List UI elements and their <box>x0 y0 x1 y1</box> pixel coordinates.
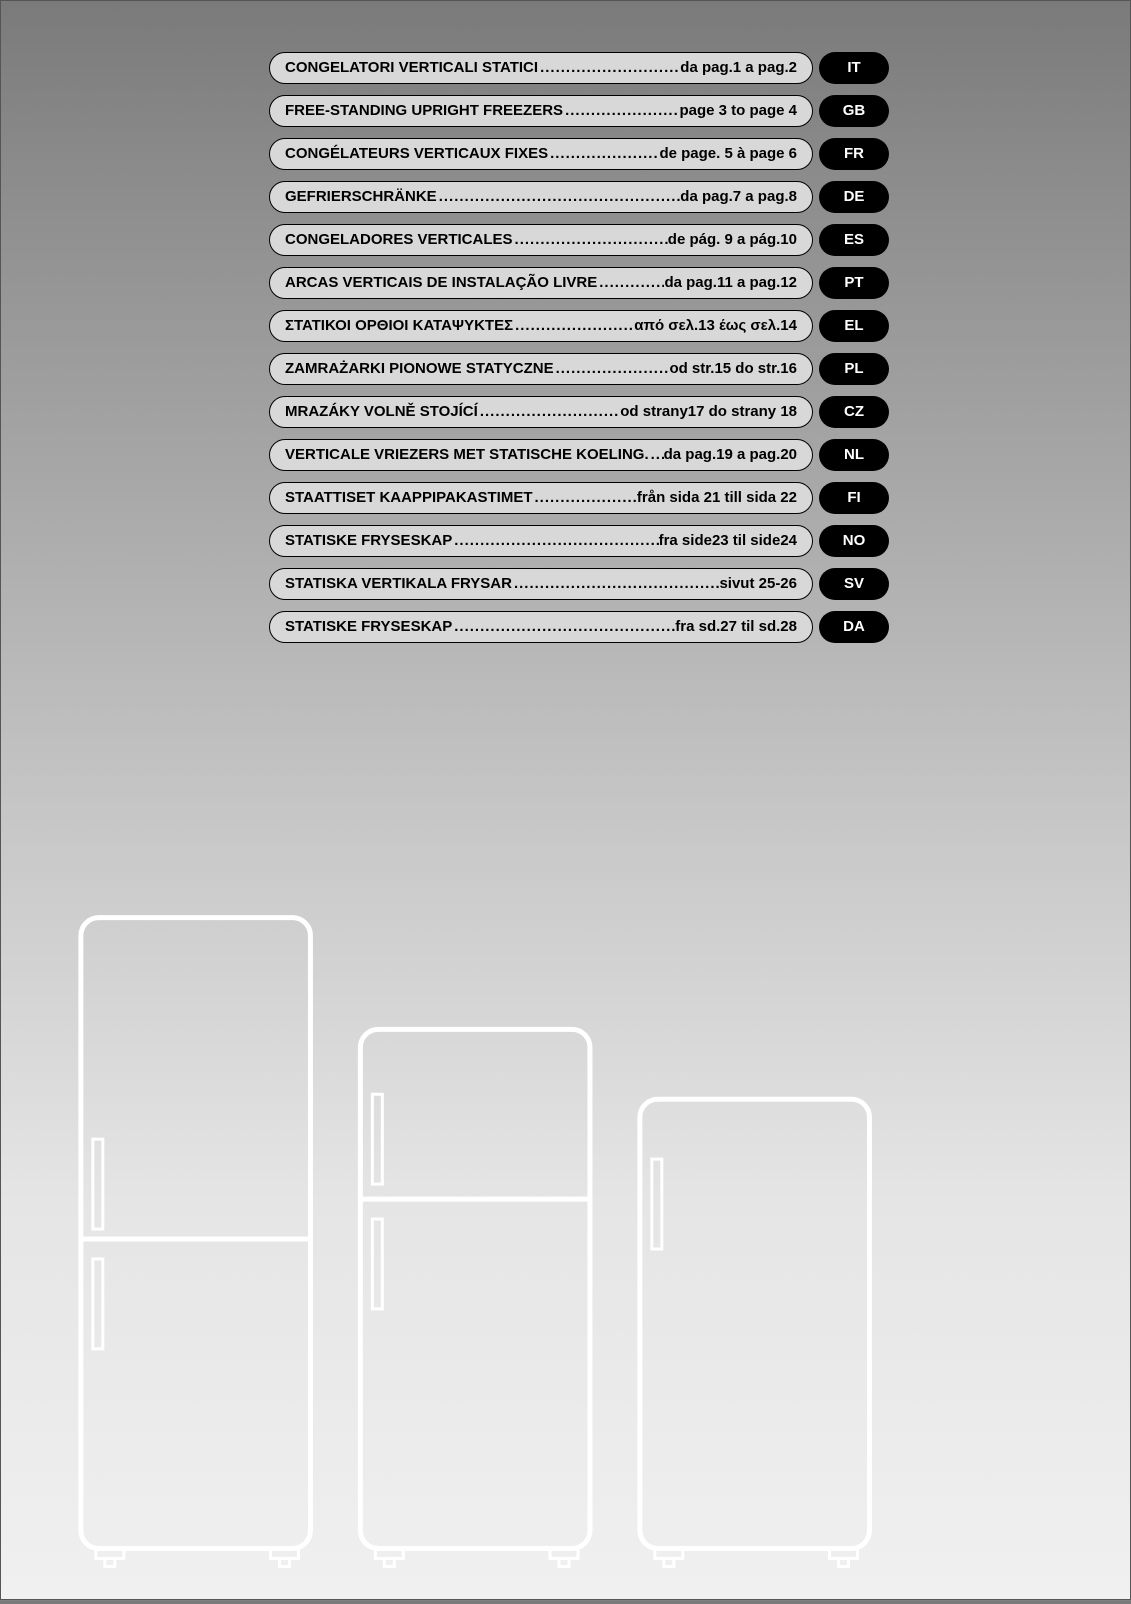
toc-entry-pages: da pag.7 a pag.8 <box>680 188 797 205</box>
toc-entry-pages: de page. 5 à page 6 <box>659 145 797 162</box>
toc-dots: ........................................… <box>538 59 680 76</box>
toc-entry-title: ZAMRAŻARKI PIONOWE STATYCZNE <box>285 360 554 377</box>
toc-entry-title: GEFRIERSCHRÄNKE <box>285 188 437 205</box>
toc-dots: ........................................… <box>554 360 670 377</box>
toc-row: STATISKA VERTIKALA FRYSAR...............… <box>269 567 889 600</box>
toc-entry-title: STATISKA VERTIKALA FRYSAR <box>285 575 512 592</box>
toc-row: STAATTISET KAAPPIPAKASTIMET.............… <box>269 481 889 514</box>
toc-row: STATISKE FRYSESKAP......................… <box>269 524 889 557</box>
toc-entry-pill: STATISKA VERTIKALA FRYSAR...............… <box>269 568 813 600</box>
toc-entry-pill: STATISKE FRYSESKAP......................… <box>269 611 813 643</box>
language-badge: PL <box>819 353 889 385</box>
toc-entry-pill: ZAMRAŻARKI PIONOWE STATYCZNE............… <box>269 353 813 385</box>
toc-entry-title: ΣΤΑΤΙΚΟΙ ΟΡΘΙΟΙ ΚΑΤΑΨΥΚΤΕΣ <box>285 317 513 334</box>
toc-entry-pill: CONGÉLATEURS VERTICAUX FIXES............… <box>269 138 813 170</box>
tall-fridge-freezer <box>81 918 311 1567</box>
language-badge: NO <box>819 525 889 557</box>
toc-row: MRAZÁKY VOLNĚ STOJÍCÍ...................… <box>269 395 889 428</box>
toc-entry-pages: od strany17 do strany 18 <box>620 403 797 420</box>
language-badge: EL <box>819 310 889 342</box>
toc-entry-pages: da pag.1 a pag.2 <box>680 59 797 76</box>
toc-entry-pages: page 3 to page 4 <box>679 102 797 119</box>
toc-entry-pages: από σελ.13 έως σελ.14 <box>634 317 797 334</box>
toc-entry-pill: FREE-STANDING UPRIGHT FREEZERS..........… <box>269 95 813 127</box>
toc-row: CONGELADORES VERTICALES.................… <box>269 223 889 256</box>
toc-dots: ........................................… <box>513 317 634 334</box>
toc-entry-pill: VERTICALE VRIEZERS MET STATISCHE KOELING… <box>269 439 813 471</box>
toc-entry-title: STAATTISET KAAPPIPAKASTIMET <box>285 489 533 506</box>
toc-entry-title: MRAZÁKY VOLNĚ STOJÍCÍ <box>285 403 478 420</box>
toc-dots: ........................................… <box>437 188 681 205</box>
language-badge: GB <box>819 95 889 127</box>
toc-entry-pill: MRAZÁKY VOLNĚ STOJÍCÍ...................… <box>269 396 813 428</box>
language-badge: DA <box>819 611 889 643</box>
toc-row: CONGÉLATEURS VERTICAUX FIXES............… <box>269 137 889 170</box>
toc-entry-title: CONGELADORES VERTICALES <box>285 231 513 248</box>
single-door-freezer <box>640 1099 870 1566</box>
language-badge: FI <box>819 482 889 514</box>
toc-row: GEFRIERSCHRÄNKE.........................… <box>269 180 889 213</box>
toc-entry-pages: da pag.19 a pag.20 <box>664 446 797 463</box>
toc-row: ARCAS VERTICAIS DE INSTALAÇÃO LIVRE.....… <box>269 266 889 299</box>
toc-entry-pages: de pág. 9 a pág.10 <box>668 231 797 248</box>
toc-dots: ........................................… <box>452 618 675 635</box>
toc-entry-title: ARCAS VERTICAIS DE INSTALAÇÃO LIVRE <box>285 274 597 291</box>
toc-entry-pages: fra side23 til side24 <box>659 532 797 549</box>
toc-dots: ........................................… <box>478 403 620 420</box>
language-badge: IT <box>819 52 889 84</box>
language-badge: CZ <box>819 396 889 428</box>
language-badge: DE <box>819 181 889 213</box>
toc-dots: ........................................… <box>513 231 668 248</box>
language-badge: NL <box>819 439 889 471</box>
toc-entry-title: CONGELATORI VERTICALI STATICI <box>285 59 538 76</box>
toc-row: ZAMRAŻARKI PIONOWE STATYCZNE............… <box>269 352 889 385</box>
toc-dots: ........................................… <box>597 274 664 291</box>
toc-dots: ........................................… <box>548 145 659 162</box>
language-badge: ES <box>819 224 889 256</box>
toc-entry-pill: GEFRIERSCHRÄNKE.........................… <box>269 181 813 213</box>
freezer-illustrations <box>1 899 1130 1599</box>
toc-entry-pages: sivut 25-26 <box>719 575 797 592</box>
table-of-contents: CONGELATORI VERTICALI STATICI...........… <box>269 51 889 653</box>
toc-dots: ........................................… <box>512 575 720 592</box>
toc-entry-title: VERTICALE VRIEZERS MET STATISCHE KOELING… <box>285 446 649 463</box>
toc-row: CONGELATORI VERTICALI STATICI...........… <box>269 51 889 84</box>
toc-entry-pill: CONGELADORES VERTICALES.................… <box>269 224 813 256</box>
toc-dots: ........................................… <box>533 489 637 506</box>
top-freezer-fridge <box>360 1029 590 1566</box>
toc-row: ΣΤΑΤΙΚΟΙ ΟΡΘΙΟΙ ΚΑΤΑΨΥΚΤΕΣ..............… <box>269 309 889 342</box>
toc-row: STATISKE FRYSESKAP......................… <box>269 610 889 643</box>
toc-entry-title: STATISKE FRYSESKAP <box>285 618 452 635</box>
toc-entry-pages: od str.15 do str.16 <box>669 360 797 377</box>
toc-entry-pill: CONGELATORI VERTICALI STATICI...........… <box>269 52 813 84</box>
toc-entry-pill: STATISKE FRYSESKAP......................… <box>269 525 813 557</box>
toc-entry-title: FREE-STANDING UPRIGHT FREEZERS <box>285 102 563 119</box>
toc-entry-pill: ARCAS VERTICAIS DE INSTALAÇÃO LIVRE.....… <box>269 267 813 299</box>
language-badge: SV <box>819 568 889 600</box>
toc-entry-title: STATISKE FRYSESKAP <box>285 532 452 549</box>
toc-entry-title: CONGÉLATEURS VERTICAUX FIXES <box>285 145 548 162</box>
toc-entry-pill: ΣΤΑΤΙΚΟΙ ΟΡΘΙΟΙ ΚΑΤΑΨΥΚΤΕΣ..............… <box>269 310 813 342</box>
toc-dots: ........................................… <box>563 102 679 119</box>
toc-dots: ........................................… <box>452 532 658 549</box>
language-badge: FR <box>819 138 889 170</box>
toc-row: FREE-STANDING UPRIGHT FREEZERS..........… <box>269 94 889 127</box>
toc-row: VERTICALE VRIEZERS MET STATISCHE KOELING… <box>269 438 889 471</box>
toc-entry-pages: från sida 21 till sida 22 <box>637 489 797 506</box>
toc-entry-pill: STAATTISET KAAPPIPAKASTIMET.............… <box>269 482 813 514</box>
toc-dots: ........................................… <box>649 446 664 463</box>
language-badge: PT <box>819 267 889 299</box>
toc-entry-pages: fra sd.27 til sd.28 <box>675 618 797 635</box>
toc-entry-pages: da pag.11 a pag.12 <box>664 274 797 291</box>
